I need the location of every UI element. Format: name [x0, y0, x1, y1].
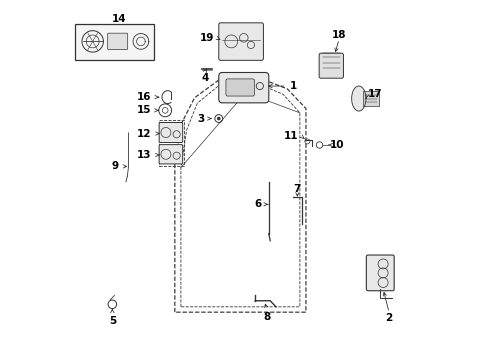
Text: 8: 8	[263, 312, 270, 322]
FancyBboxPatch shape	[218, 23, 263, 60]
FancyBboxPatch shape	[159, 122, 183, 143]
FancyBboxPatch shape	[218, 72, 268, 103]
Text: 16: 16	[137, 92, 151, 102]
Text: 5: 5	[108, 316, 116, 327]
Text: 1: 1	[290, 81, 297, 91]
FancyBboxPatch shape	[225, 79, 254, 96]
Text: 2: 2	[385, 312, 392, 323]
FancyBboxPatch shape	[107, 33, 127, 50]
Text: 10: 10	[329, 140, 344, 150]
Text: 7: 7	[293, 184, 301, 194]
Text: 14: 14	[111, 14, 126, 23]
Text: 18: 18	[331, 30, 346, 40]
Circle shape	[217, 117, 220, 120]
Text: 6: 6	[254, 199, 261, 209]
Text: 3: 3	[197, 113, 204, 123]
FancyBboxPatch shape	[75, 23, 153, 60]
Text: 12: 12	[137, 129, 151, 139]
Text: 19: 19	[200, 33, 214, 43]
FancyBboxPatch shape	[363, 91, 378, 106]
FancyBboxPatch shape	[366, 255, 393, 291]
Polygon shape	[351, 86, 365, 111]
Text: 15: 15	[137, 105, 151, 115]
Text: 4: 4	[201, 73, 208, 83]
Text: 11: 11	[284, 131, 298, 141]
Text: 17: 17	[367, 89, 382, 99]
Text: 13: 13	[137, 150, 151, 160]
FancyBboxPatch shape	[159, 145, 183, 164]
FancyBboxPatch shape	[319, 53, 343, 78]
Text: 9: 9	[111, 161, 119, 171]
